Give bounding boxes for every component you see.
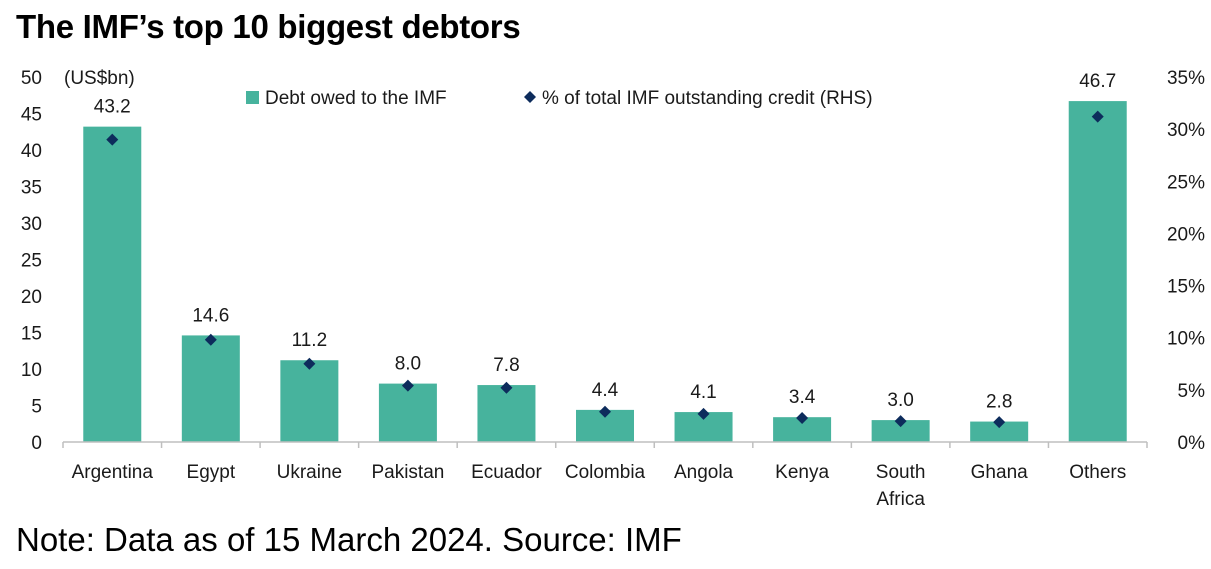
category-label: Africa: [876, 489, 925, 510]
data-label: 43.2: [94, 97, 131, 118]
bar-pakistan: [378, 383, 437, 442]
bar-ghana: [970, 421, 1029, 442]
y-left-tick-label: 10: [21, 360, 42, 381]
legend-swatch-debt: [246, 91, 259, 104]
data-label: 8.0: [395, 354, 421, 375]
bar-others: [1068, 101, 1127, 442]
pct-marker-pakistan: [401, 379, 414, 392]
category-label: Angola: [674, 462, 734, 483]
y-left-tick-label: 5: [31, 397, 42, 418]
category-label: South: [876, 462, 926, 483]
data-label: 46.7: [1079, 71, 1116, 92]
pct-marker-south-africa: [894, 415, 907, 428]
bar-south-africa: [871, 420, 930, 442]
y-left-tick-label: 40: [21, 141, 42, 162]
source-note: Note: Data as of 15 March 2024. Source: …: [16, 521, 682, 558]
y-left-tick-label: 45: [21, 105, 42, 126]
pct-marker-ghana: [993, 416, 1006, 429]
pct-marker-colombia: [599, 405, 611, 418]
pct-marker-angola: [697, 407, 710, 420]
category-label: Ecuador: [471, 462, 542, 483]
y-left-tick-label: 25: [21, 251, 42, 272]
category-label: Pakistan: [371, 462, 444, 483]
data-label: 3.4: [789, 387, 816, 408]
y-left-tick-label: 50: [21, 68, 42, 89]
y-left-tick-label: 20: [21, 287, 42, 308]
category-label: Others: [1069, 462, 1126, 483]
y-left-unit-label: (US$bn): [64, 68, 135, 89]
pct-marker-argentina: [106, 133, 119, 146]
legend-marker-pct: [524, 91, 536, 103]
y-left-tick-label: 15: [21, 324, 42, 345]
y-left-tick-label: 35: [21, 178, 42, 199]
y-right-tick-label: 5%: [1178, 381, 1206, 402]
data-label: 4.4: [592, 380, 619, 401]
pct-marker-egypt: [204, 333, 217, 346]
bar-egypt: [181, 335, 240, 442]
pct-marker-ecuador: [500, 381, 513, 394]
data-label: 3.0: [887, 390, 913, 411]
category-label: Argentina: [72, 462, 154, 483]
y-left-tick-label: 30: [21, 214, 42, 235]
pct-marker-ukraine: [303, 357, 316, 370]
category-label: Kenya: [775, 462, 829, 483]
chart-title: The IMF’s top 10 biggest debtors: [16, 8, 521, 45]
legend-label-pct: % of total IMF outstanding credit (RHS): [542, 88, 873, 109]
y-right-tick-label: 25%: [1167, 172, 1205, 193]
pct-marker-others: [1091, 110, 1104, 123]
category-label: Colombia: [565, 462, 646, 483]
bar-ukraine: [280, 360, 339, 442]
data-label: 4.1: [690, 382, 716, 403]
data-label: 11.2: [292, 330, 328, 351]
pct-marker-kenya: [796, 412, 809, 425]
data-label: 14.6: [192, 305, 229, 326]
category-label: Egypt: [187, 462, 236, 483]
category-label: Ghana: [971, 462, 1028, 483]
y-left-tick-label: 0: [31, 433, 42, 454]
y-right-tick-label: 15%: [1167, 277, 1205, 298]
data-label: 2.8: [986, 392, 1012, 413]
y-right-tick-label: 30%: [1167, 120, 1205, 141]
bar-argentina: [83, 126, 142, 442]
y-right-tick-label: 10%: [1167, 329, 1205, 350]
bar-ecuador: [477, 385, 536, 442]
category-label: Ukraine: [277, 462, 342, 483]
y-right-tick-label: 20%: [1167, 224, 1205, 245]
y-right-tick-label: 0%: [1178, 433, 1206, 454]
legend-label-debt: Debt owed to the IMF: [265, 88, 447, 109]
data-label: 7.8: [493, 355, 519, 376]
y-right-tick-label: 35%: [1167, 68, 1205, 89]
